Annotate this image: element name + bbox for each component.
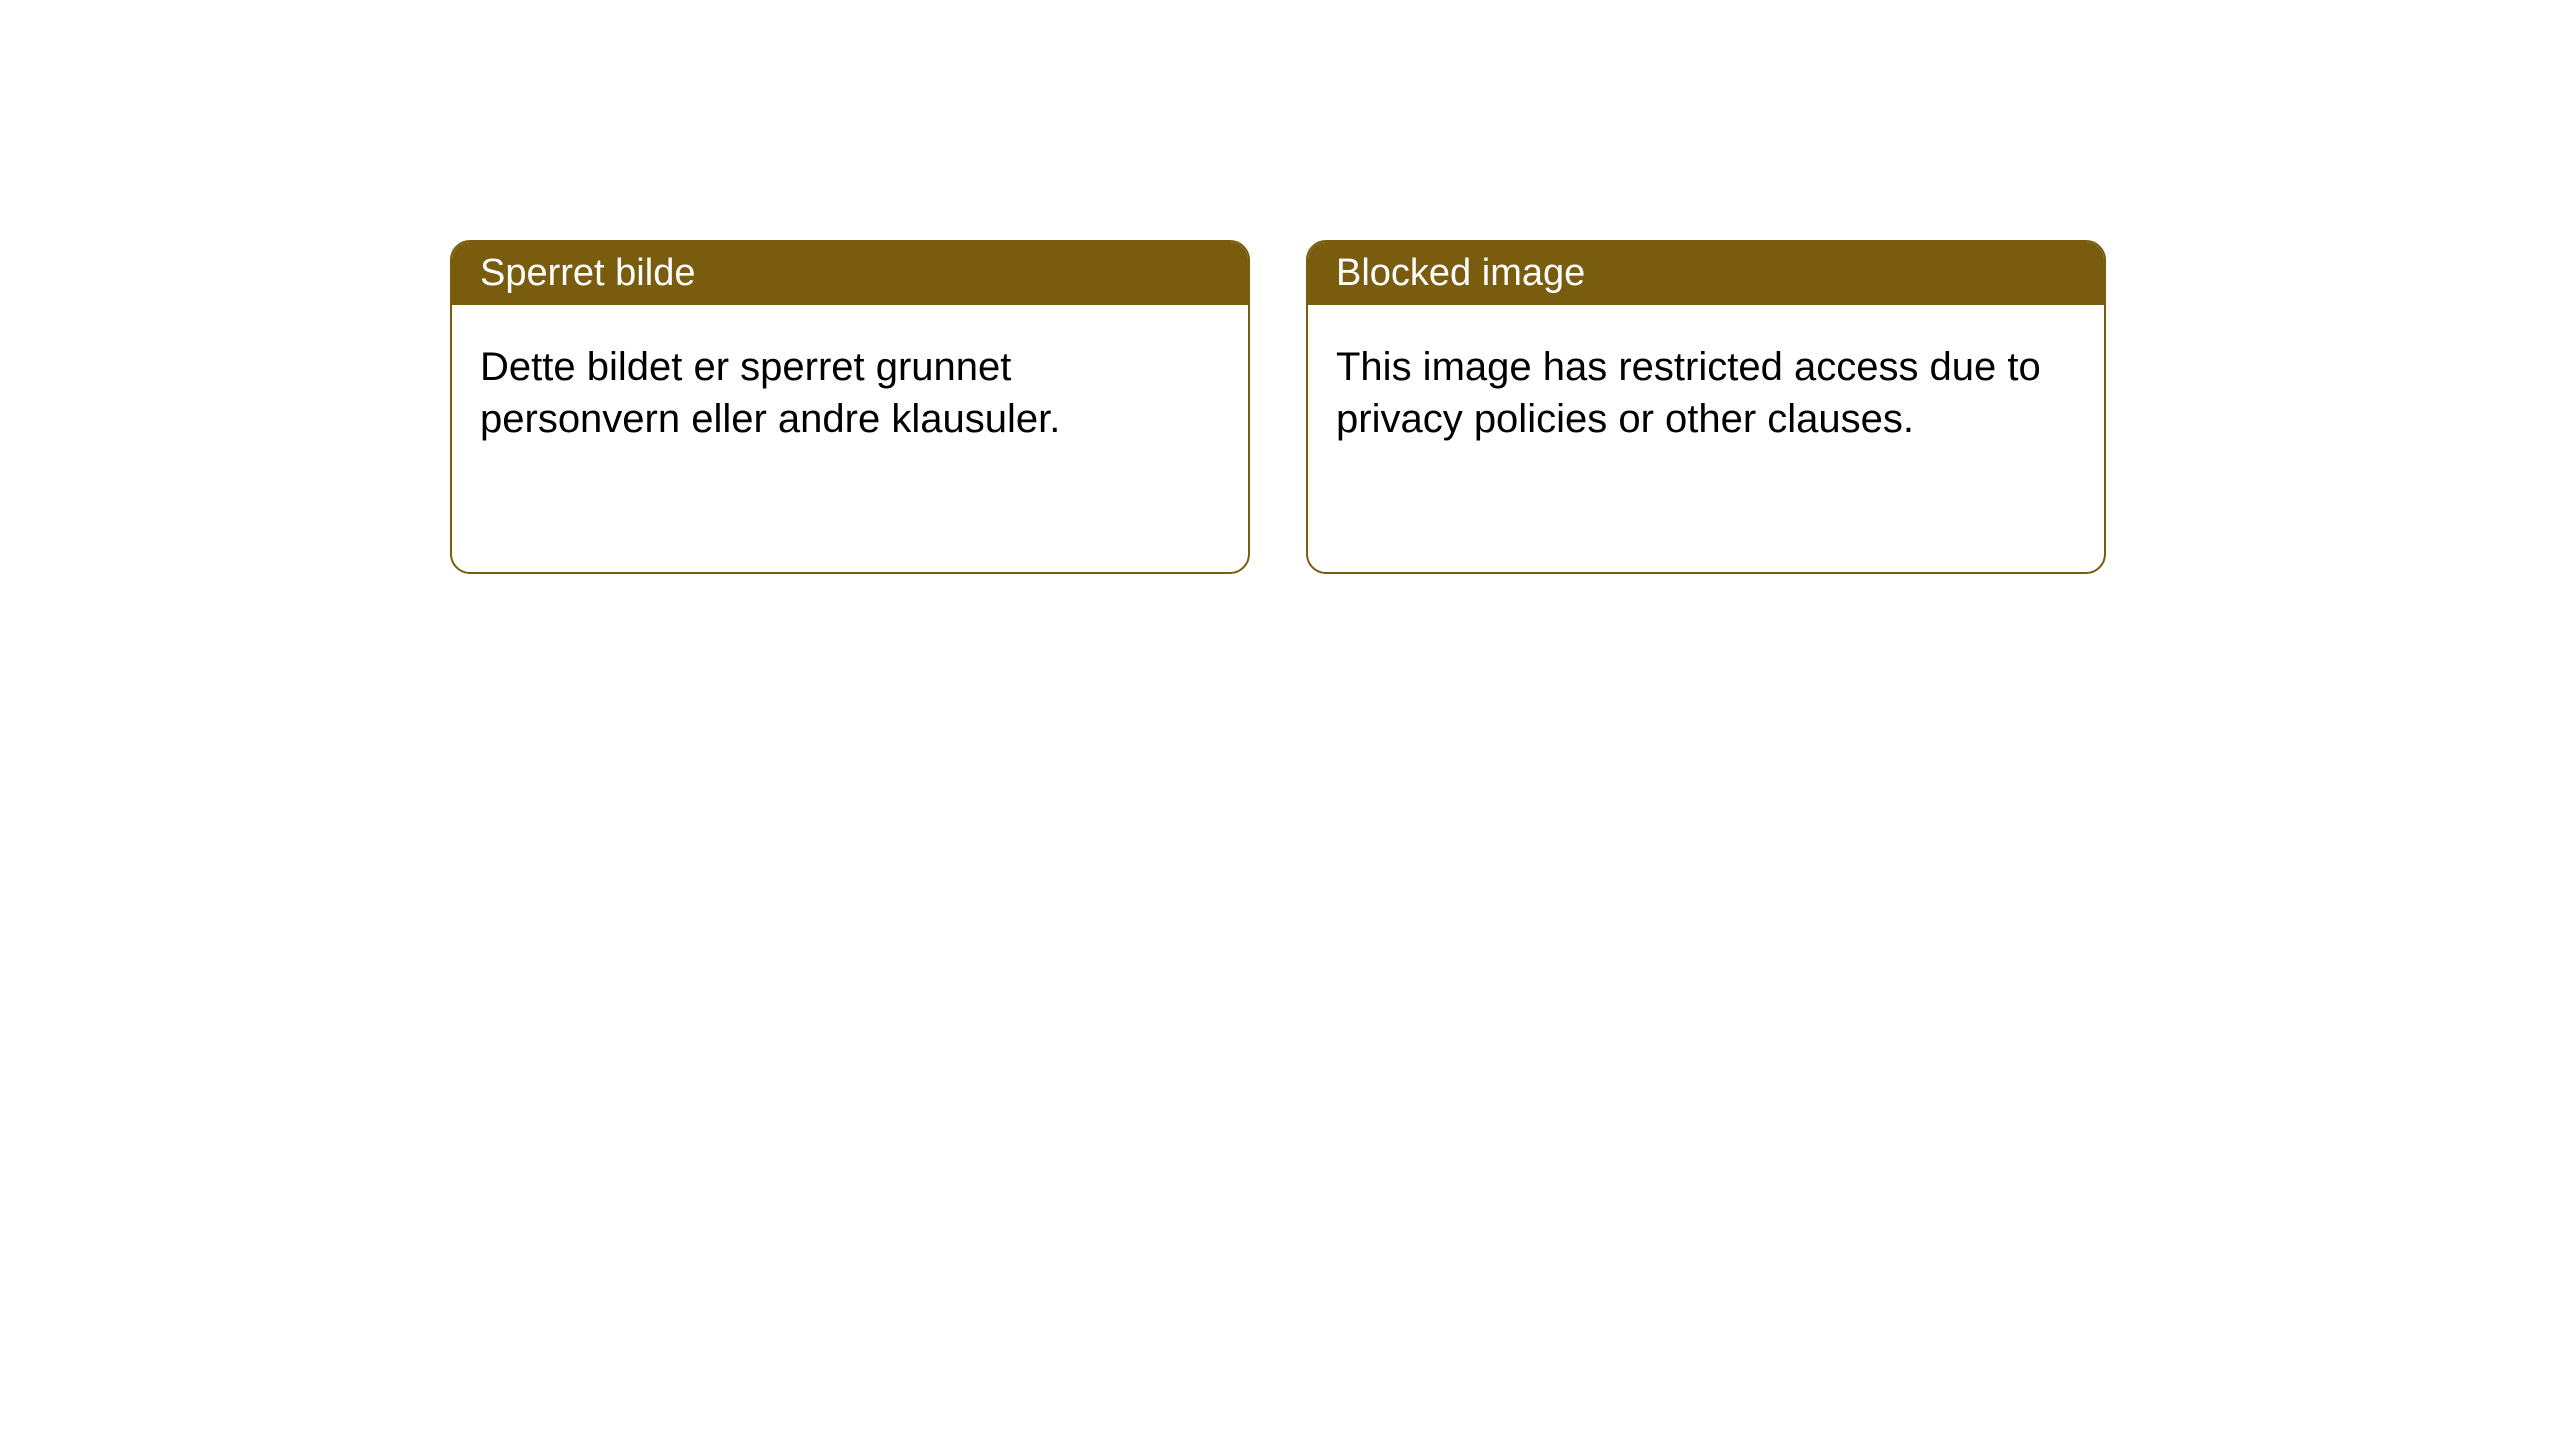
notice-cards-container: Sperret bilde Dette bildet er sperret gr…: [0, 0, 2560, 574]
notice-card-english: Blocked image This image has restricted …: [1306, 240, 2106, 574]
notice-card-body: Dette bildet er sperret grunnet personve…: [452, 305, 1248, 481]
notice-card-norwegian: Sperret bilde Dette bildet er sperret gr…: [450, 240, 1250, 574]
notice-card-body: This image has restricted access due to …: [1308, 305, 2104, 481]
notice-card-header: Blocked image: [1308, 242, 2104, 305]
notice-card-header: Sperret bilde: [452, 242, 1248, 305]
